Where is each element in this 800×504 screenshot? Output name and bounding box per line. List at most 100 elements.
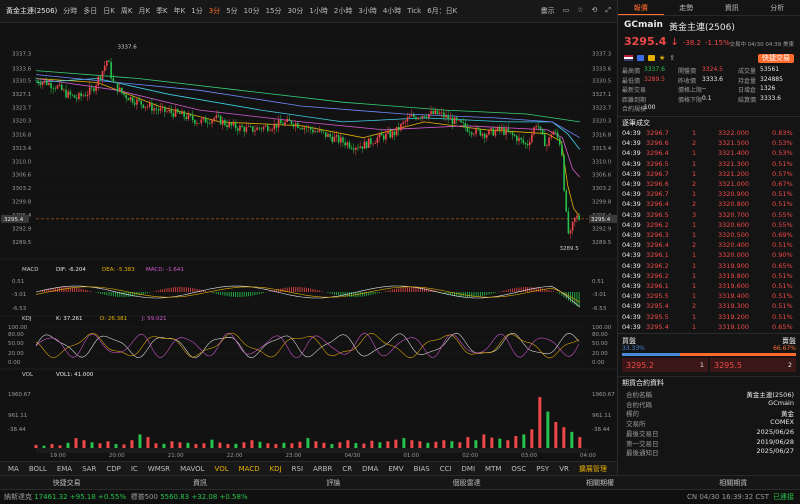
indicator-tab[interactable]: ARBR	[313, 464, 333, 473]
candle-body	[578, 215, 580, 220]
candle-body	[245, 126, 248, 132]
timeframe-tab[interactable]: 分時	[63, 7, 78, 15]
nav-item[interactable]: 快捷交易	[52, 478, 81, 487]
macd-dea-line	[35, 286, 580, 303]
indicator-tab[interactable]: RSI	[291, 464, 304, 473]
candle-body	[378, 133, 381, 138]
indicator-tab[interactable]: MACD	[238, 464, 260, 473]
volume-bar	[434, 441, 438, 448]
toolbar-action[interactable]: ☆	[577, 6, 584, 14]
volume-bar	[210, 439, 214, 448]
index-change-2: +32.08	[191, 493, 218, 501]
timeframe-tab[interactable]: 周K	[120, 7, 133, 15]
timeframe-tab[interactable]: 1小時	[309, 7, 328, 15]
alert-icon[interactable]	[637, 55, 644, 61]
indicator-tab[interactable]: CR	[342, 464, 353, 473]
bell-icon[interactable]	[648, 55, 655, 61]
candle-body	[144, 106, 147, 108]
indicator-tab[interactable]: CDP	[106, 464, 121, 473]
indicator-tab[interactable]: VOL	[214, 464, 229, 473]
nav-item[interactable]: 資訊	[192, 478, 207, 487]
timeframe-tab[interactable]: 10分	[243, 7, 260, 15]
indicator-tab[interactable]: IC	[130, 464, 138, 473]
y-tick-label-right: 3320.3	[592, 119, 612, 125]
buy-ratio-fill	[622, 353, 680, 356]
toolbar-action[interactable]: ▭	[562, 6, 570, 14]
indicator-tab[interactable]: PSY	[536, 464, 550, 473]
timeframe-tab[interactable]: 4小時	[382, 7, 402, 15]
indicator-tab[interactable]: DMI	[461, 464, 476, 473]
star-icon[interactable]: ★	[659, 54, 666, 62]
candle-body	[554, 131, 557, 133]
timeframe-tab[interactable]: 日K	[103, 7, 115, 15]
timeframe-tab[interactable]: 15分	[265, 7, 282, 15]
candle-body	[292, 124, 295, 127]
timeframe-tab[interactable]: 年K	[173, 7, 186, 15]
quote-tab[interactable]: 資訊	[724, 4, 739, 12]
nav-item[interactable]: 個股雷達	[452, 478, 481, 487]
quote-tab[interactable]: 走勢	[679, 4, 694, 12]
symbol-selector[interactable]: 黃金主連(2506)	[6, 7, 58, 15]
toolbar-action[interactable]: 畫示	[540, 7, 555, 15]
nav-item[interactable]: 相關期貨	[719, 478, 748, 487]
trades-list[interactable]: 04:39 3296.7 1 3322.000 0.83% 04:39 3296.6 2 332…	[618, 128, 800, 333]
trade-row: 04:39 3295.5 1 3319.400 0.51%	[622, 292, 798, 302]
indicator-tab[interactable]: VR	[559, 464, 569, 473]
price-chart[interactable]: 3337.3 3337.3 3333.6 3333.6 3330.5 3330.5 3327…	[0, 24, 617, 461]
volume-bar	[322, 442, 326, 448]
timeframe-tab[interactable]: 多日	[83, 7, 98, 15]
quote-tab[interactable]: 分析	[770, 4, 785, 12]
candle-body	[80, 93, 82, 97]
timeframe-tab[interactable]: 季K	[156, 7, 168, 15]
indicator-tab[interactable]: SAR	[82, 464, 97, 473]
indicator-tab[interactable]: KDJ	[269, 464, 282, 473]
toolbar-action[interactable]: ⟲	[591, 6, 598, 14]
indicator-tab[interactable]: MA	[8, 464, 19, 473]
indicator-tab[interactable]: MAVOL	[180, 464, 205, 473]
timeframe-tab[interactable]: 1分	[191, 7, 203, 15]
candle-body	[254, 130, 256, 132]
candle-body	[518, 137, 520, 142]
candle-body	[133, 102, 136, 105]
macd-tick-left: -3.01	[12, 292, 26, 298]
indicator-tab[interactable]: BIAS	[413, 464, 430, 473]
candle-body	[174, 109, 177, 117]
quick-trade-button[interactable]: 快捷交易	[758, 53, 794, 63]
volume-bar	[554, 422, 558, 448]
y-tick-label-right: 3303.2	[592, 186, 611, 192]
timeframe-tab[interactable]: 30分	[287, 7, 304, 15]
timeframe-tab[interactable]: 6月：日K	[427, 7, 458, 15]
ask-box[interactable]: 3295.5 2	[710, 358, 796, 372]
indicator-tab[interactable]: MTM	[485, 464, 502, 473]
candle-body	[548, 137, 550, 146]
candle-body	[221, 120, 224, 125]
indicator-tab[interactable]: BOLL	[28, 464, 47, 473]
share-icon[interactable]: ⇪	[669, 54, 676, 62]
candle-body	[440, 112, 443, 114]
indicator-tab[interactable]: OSC	[511, 464, 527, 473]
timeframe-tab[interactable]: 月K	[138, 7, 151, 15]
timeframe-tab[interactable]: 3小時	[358, 7, 377, 15]
indicator-tab[interactable]: EMA	[56, 464, 73, 473]
indicator-tab[interactable]: WMSR	[147, 464, 171, 473]
indicator-tab[interactable]: DMA	[362, 464, 379, 473]
timeframe-tab[interactable]: 3分	[208, 7, 221, 15]
nav-item[interactable]: 相關期權	[585, 478, 614, 487]
timeframe-tab[interactable]: Tick	[407, 7, 422, 15]
nav-item[interactable]: 評論	[326, 478, 341, 487]
trade-row: 04:39 3296.7 1 3320.900 0.51%	[622, 190, 798, 200]
volume-bar	[170, 441, 174, 448]
toolbar-action[interactable]: ⤢	[605, 6, 611, 14]
y-tick-label-left: 3330.5	[12, 78, 32, 84]
candle-body	[50, 82, 52, 89]
quote-tab[interactable]: 報價	[618, 0, 664, 15]
indicator-tab[interactable]: CCI	[439, 464, 452, 473]
bid-box[interactable]: 3295.2 1	[622, 358, 708, 372]
indicator-tab[interactable]: 擴展管理	[578, 464, 607, 473]
timeframe-tab[interactable]: 2小時	[333, 7, 353, 15]
indicator-tab[interactable]: EMV	[388, 464, 404, 473]
timeframe-tab[interactable]: 5分	[226, 7, 238, 15]
candle-body	[234, 122, 237, 129]
candle-body	[318, 130, 321, 132]
candle-body	[406, 117, 409, 122]
